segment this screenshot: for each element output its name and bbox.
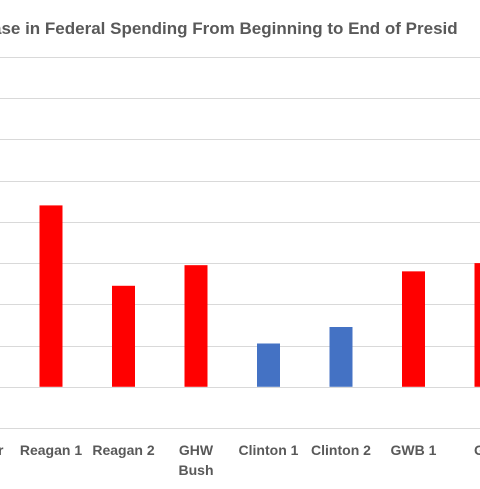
bar	[329, 327, 353, 387]
bar	[112, 285, 135, 387]
category-tick-label: GWB 1	[391, 442, 437, 458]
category-tick-label: Clinton 1	[239, 442, 299, 458]
bar	[257, 343, 280, 387]
category-tick-label: Bush	[179, 462, 214, 478]
chart-title: ase in Federal Spending From Beginning t…	[0, 19, 458, 38]
bars	[39, 205, 480, 387]
category-tick-label: GHW	[179, 442, 214, 458]
category-tick-label: Reagan 1	[20, 442, 82, 458]
category-tick-label: Reagan 2	[92, 442, 154, 458]
x-axis-labels: Reagan 1 Reagan 2 GHW Bush Clinton 1 Clinton …	[20, 442, 480, 478]
bar	[474, 263, 480, 387]
clipped-left-label: r	[0, 442, 4, 458]
bar	[184, 265, 208, 387]
bar	[402, 271, 425, 387]
category-tick-label: Clinton 2	[311, 442, 371, 458]
bar	[39, 205, 63, 387]
category-tick-label: GW	[474, 442, 480, 458]
